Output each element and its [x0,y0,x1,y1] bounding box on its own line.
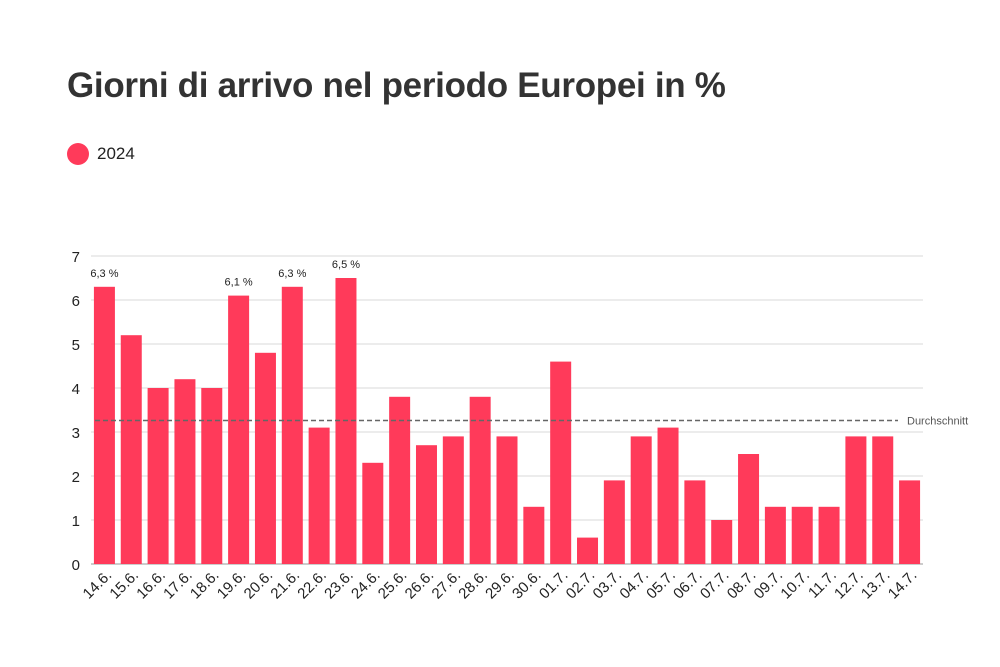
x-tick-label: 17.6. [160,567,196,603]
x-tick-label: 03.7. [590,567,626,603]
bar [603,480,625,564]
bar [308,427,330,564]
data-label: 6,3 % [90,268,118,280]
y-tick-label: 4 [72,381,80,398]
y-tick-label: 0 [72,557,80,574]
bar [228,295,250,564]
x-tick-label: 05.7. [643,567,679,603]
x-tick-label: 16.6. [133,567,169,603]
bar [496,436,518,564]
bar [362,462,384,564]
x-tick-label: 12.7. [831,567,867,603]
bar [254,352,276,564]
bar [389,396,411,564]
bar [147,388,169,564]
y-tick-label: 1 [72,513,80,530]
bar [899,480,921,564]
y-tick-label: 2 [72,469,80,486]
x-tick-label: 06.7. [670,567,706,603]
bar [550,361,572,564]
x-tick-label: 09.7. [751,567,787,603]
y-tick-label: 7 [72,249,80,266]
legend-label: 2024 [97,144,135,163]
bar [657,427,679,564]
bar [711,520,733,564]
x-tick-label: 01.7. [536,567,572,603]
bar [120,335,142,564]
legend-swatch [67,143,89,165]
x-tick-label: 02.7. [563,567,599,603]
x-tick-label: 14.7. [885,567,921,603]
bar [738,454,760,564]
bar [281,286,303,564]
data-label: 6,5 % [332,259,360,271]
bar [469,396,491,564]
bar [791,506,813,564]
x-tick-label: 08.7. [724,567,760,603]
bar [764,506,786,564]
x-tick-label: 28.6. [455,567,491,603]
x-tick-label: 13.7. [858,567,894,603]
bar [174,379,196,564]
bar [442,436,464,564]
x-tick-label: 25.6. [375,567,411,603]
bar [577,537,599,564]
y-tick-label: 6 [72,293,80,310]
bar [523,506,545,564]
x-tick-label: 14.6. [80,567,116,603]
x-tick-label: 10.7. [777,567,813,603]
data-label: 6,3 % [278,268,306,280]
x-tick-label: 19.6. [214,567,250,603]
chart-title: Giorni di arrivo nel periodo Europei in … [67,66,726,105]
legend: 2024 [67,143,135,165]
x-tick-label: 20.6. [241,567,277,603]
bar [93,286,115,564]
bar [415,445,437,564]
bar [845,436,867,564]
bar [684,480,706,564]
x-tick-label: 29.6. [482,567,518,603]
x-tick-label: 11.7. [805,567,840,602]
x-tick-label: 15.6. [106,567,142,603]
x-tick-label: 30.6. [509,567,545,603]
bar [630,436,652,564]
x-tick-label: 26.6. [402,567,438,603]
x-tick-label: 22.6. [294,567,330,603]
x-tick-label: 24.6. [348,567,384,603]
bar [872,436,894,564]
bar [818,506,840,564]
x-tick-label: 27.6. [429,567,465,603]
x-tick-label: 18.6. [187,567,223,603]
x-tick-label: 23.6. [321,567,357,603]
bar [201,388,223,564]
x-tick-label: 07.7. [697,567,733,603]
x-tick-label: 04.7. [616,567,652,603]
y-tick-label: 5 [72,337,80,354]
x-tick-label: 21.6. [267,567,303,603]
average-label: Durchschnitt [907,416,968,428]
data-label: 6,1 % [225,277,253,289]
y-tick-label: 3 [72,425,80,442]
